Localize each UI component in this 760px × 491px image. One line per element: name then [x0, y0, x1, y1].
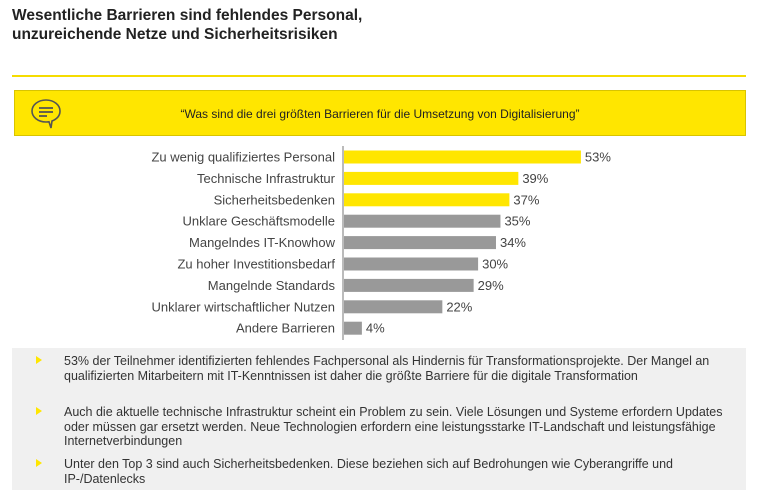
category-label: Sicherheitsbedenken [214, 192, 335, 207]
page-title: Wesentliche Barrieren sind fehlendes Per… [12, 6, 612, 44]
category-label: Unklarer wirtschaftlicher Nutzen [151, 299, 335, 314]
divider [12, 75, 746, 77]
bar [344, 278, 474, 292]
note-text: Auch die aktuelle technische Infrastrukt… [64, 405, 723, 448]
bullet-icon [36, 356, 42, 364]
bar-chart: Zu wenig qualifiziertes Personal 53% Techn… [151, 146, 611, 340]
title-line-2: unzureichende Netze und Sicherheitsrisik… [12, 26, 338, 43]
bar [344, 150, 581, 164]
data-label: 37% [513, 192, 539, 207]
category-label: Mangelnde Standards [208, 278, 336, 293]
category-label: Unklare Geschäftsmodelle [183, 214, 335, 229]
note-item: 53% der Teilnehmer identifizierten fehle… [36, 354, 724, 383]
note-item: Unter den Top 3 sind auch Sicherheitsbed… [36, 457, 724, 486]
speech-bubble-icon [31, 99, 61, 129]
category-label: Technische Infrastruktur [197, 171, 336, 186]
note-item: Auch die aktuelle technische Infrastrukt… [36, 405, 724, 449]
question-banner: “Was sind die drei größten Barrieren für… [14, 90, 746, 136]
survey-question: “Was sind die drei größten Barrieren für… [180, 107, 580, 121]
bullet-icon [36, 407, 42, 415]
title-line-1: Wesentliche Barrieren sind fehlendes Per… [12, 7, 363, 24]
data-label: 39% [522, 171, 548, 186]
bar [344, 257, 479, 271]
data-label: 35% [504, 214, 530, 229]
bullet-icon [36, 459, 42, 467]
notes-box: 53% der Teilnehmer identifizierten fehle… [12, 348, 746, 490]
data-label: 30% [482, 257, 508, 272]
bar [344, 300, 443, 314]
category-label: Zu hoher Investitionsbedarf [177, 257, 335, 272]
bar [344, 171, 519, 185]
data-label: 34% [500, 235, 526, 250]
data-label: 29% [478, 278, 504, 293]
bar [344, 321, 362, 335]
category-label: Zu wenig qualifiziertes Personal [151, 150, 335, 165]
data-label: 53% [585, 150, 611, 165]
data-label: 22% [446, 299, 472, 314]
category-label: Mangelndes IT-Knowhow [189, 235, 336, 250]
bar [344, 236, 496, 250]
bar [344, 214, 501, 228]
data-label: 4% [366, 321, 385, 336]
note-text: Unter den Top 3 sind auch Sicherheitsbed… [64, 457, 673, 486]
note-text: 53% der Teilnehmer identifizierten fehle… [64, 354, 710, 383]
category-label: Andere Barrieren [236, 321, 335, 336]
bar [344, 193, 510, 207]
